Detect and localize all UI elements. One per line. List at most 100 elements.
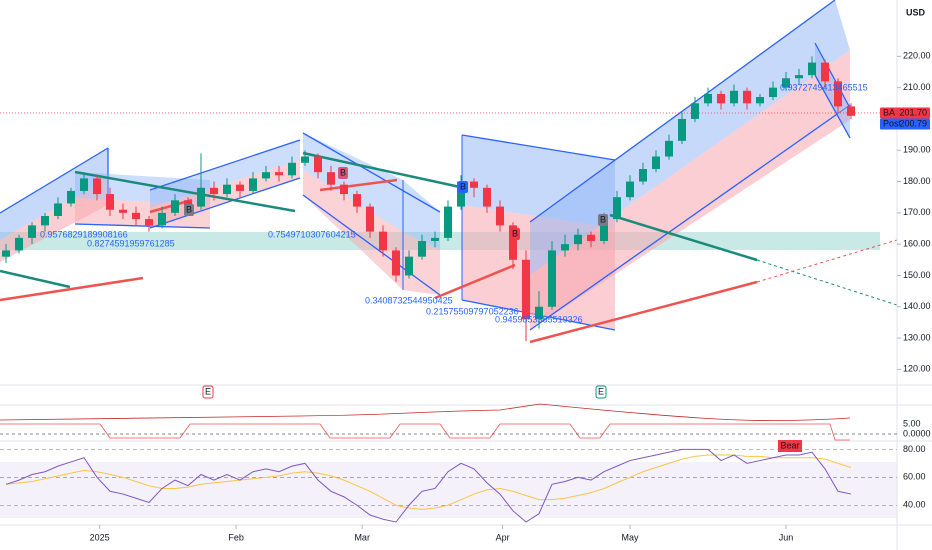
signal-marker (598, 214, 608, 226)
channel-line (149, 177, 301, 229)
annotation: 0.9459853385519326 (495, 314, 583, 324)
channel-down (530, 50, 850, 330)
bear-label: Bear (780, 440, 799, 450)
candle-body (431, 237, 439, 242)
channel-up (303, 133, 440, 250)
candle-body (171, 200, 179, 213)
candle-body (184, 200, 192, 207)
candle-body (652, 156, 660, 170)
trend-line (302, 151, 461, 189)
annotation: 0.3408732544950425 (365, 295, 453, 305)
signal-marker (338, 167, 348, 179)
candle-body (730, 90, 738, 104)
signal-line (0, 423, 850, 441)
annotation: 0.9576829189908166 (40, 229, 128, 239)
rsi-tick-label: 60.00 (903, 472, 926, 482)
annotation: 0.21575509797052236 (426, 306, 519, 316)
candle-body (717, 93, 725, 104)
candle-body (223, 184, 231, 195)
candle-body (392, 250, 400, 276)
y-tick-label: 120.00 (903, 364, 931, 374)
candle-body (288, 162, 296, 176)
candle-body (457, 181, 465, 207)
candle-body (665, 140, 673, 157)
y-tick-label: 220.00 (903, 51, 931, 61)
candle-body (106, 194, 114, 210)
candle-body (834, 81, 842, 107)
signal-label: B (512, 228, 518, 238)
candle-body (15, 237, 23, 251)
channel-line (529, 0, 836, 223)
x-tick-label: 2025 (90, 532, 110, 542)
trend-line (609, 213, 758, 262)
price-label-box (880, 107, 930, 119)
candle-body (366, 206, 374, 232)
candle-body (613, 197, 621, 220)
y-tick-label: 210.00 (903, 82, 931, 92)
channel-up (530, 0, 850, 275)
channel-line (74, 223, 211, 229)
y-tick-label: 130.00 (903, 332, 931, 342)
channel-line (529, 104, 851, 331)
earnings-label: E (205, 386, 211, 396)
rsi-tick-label: 40.00 (903, 500, 926, 510)
trend-line (319, 178, 398, 192)
annotation: 0.8274591959761285 (87, 238, 175, 248)
candle-body (119, 209, 127, 213)
price-label-name: Post (883, 118, 902, 128)
panel-label: 0.0000 (903, 428, 931, 438)
signal-marker (510, 228, 520, 240)
candle-body (821, 62, 829, 82)
candle-body (353, 194, 361, 207)
candle-body (314, 156, 322, 173)
candle-body (691, 103, 699, 119)
price-label-value: 201.70 (899, 107, 927, 117)
price-label-name: BA (883, 107, 895, 117)
bear-marker (778, 440, 802, 452)
candle-body (548, 250, 556, 307)
x-tick-label: Apr (496, 532, 510, 542)
annotation: 0.7549710307604215 (268, 229, 356, 239)
candle-body (379, 231, 387, 251)
rsi-line (5, 448, 852, 523)
signal-label: B (460, 181, 466, 191)
candle-body (28, 225, 36, 238)
candle-body (509, 225, 517, 260)
y-tick-label: 160.00 (903, 239, 931, 249)
rsi-ma-line (5, 454, 852, 510)
candle-body (54, 203, 62, 216)
annotation: 0.9372749413465515 (780, 82, 868, 92)
trend-line (0, 276, 144, 302)
candle-body (574, 234, 582, 245)
candle-body (756, 97, 764, 104)
candle-body (782, 78, 790, 88)
signal-marker (458, 181, 468, 193)
earnings-label: E (598, 386, 604, 396)
x-tick-label: Jun (779, 532, 794, 542)
y-tick-label: 170.00 (903, 207, 931, 217)
trend-line (529, 280, 758, 344)
candle-body (522, 259, 530, 320)
earnings-marker (595, 385, 607, 399)
x-tick-label: May (621, 532, 639, 542)
trend-line (0, 269, 71, 289)
candle-body (808, 62, 816, 76)
trend-line (756, 259, 898, 306)
candle-body (795, 75, 803, 79)
candle-body (743, 90, 751, 104)
candle-body (275, 172, 283, 176)
signal-marker (184, 204, 194, 216)
trend-line (74, 170, 296, 213)
candle-body (158, 212, 166, 226)
candle-body (132, 212, 140, 220)
candle-body (145, 219, 153, 226)
candle-body (197, 187, 205, 207)
earnings-marker (202, 385, 214, 399)
candle-body (847, 106, 855, 116)
y-tick-label: 180.00 (903, 176, 931, 186)
currency: USD (906, 7, 926, 17)
candle-body (41, 215, 49, 226)
x-tick-label: Mar (354, 532, 370, 542)
